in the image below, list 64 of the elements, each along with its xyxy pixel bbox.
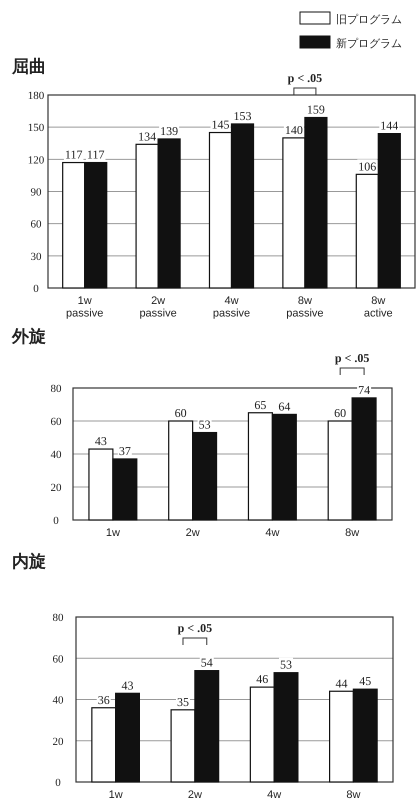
chart-title: 内旋 [12,552,46,571]
legend-label: 旧プログラム [336,13,402,26]
x-tick-label: 1w passive [66,295,104,320]
x-tick-label: 8w [345,527,360,539]
x-tick-label: 2w [186,527,200,539]
data-label: 36 [98,692,110,707]
text: p < .05 [288,71,322,85]
text: p < .05 [334,351,370,365]
y-tick-label: 60 [50,416,62,428]
data-label: 106 [358,159,376,174]
data-label: 117 [86,148,104,162]
data-label: 53 [280,658,292,672]
chart-title: 屈曲 [11,57,46,76]
x-tick-label: 4w passive [212,295,250,320]
x-tick-label: 8w active [364,295,393,320]
data-label: 153 [234,108,252,123]
data-label: 65 [254,398,266,412]
x-tick-label: 4w [265,527,280,539]
data-label: 117 [64,148,82,162]
x-tick-label: 1w [108,789,123,801]
x-tick-label: 2w [188,789,202,801]
x-tick-label: 8w [346,789,360,801]
data-label: 134 [138,129,156,144]
y-tick-label: 40 [52,694,64,706]
data-label: 43 [94,434,107,448]
x-tick-label: 4w [267,789,282,801]
data-label: 159 [306,102,325,117]
data-label: 145 [211,118,230,132]
data-label: 64 [278,399,290,414]
y-tick-label: 40 [50,449,62,461]
y-tick-label: 20 [52,736,64,748]
x-tick-label: 2w passive [139,295,177,320]
y-tick-label: 60 [52,653,64,666]
y-tick-label: 80 [52,612,64,624]
data-label: 53 [198,418,211,432]
chart-title: 外旋 [11,327,46,346]
y-tick-label: 0 [33,283,40,295]
y-tick-label: 20 [50,482,62,494]
y-tick-label: 120 [28,154,45,166]
data-label: 35 [176,694,189,709]
data-label: 139 [160,124,178,138]
data-label: 45 [359,674,372,688]
annotation: p < .05 [178,621,212,635]
data-label: 144 [380,118,398,133]
y-tick-label: 180 [28,90,45,102]
y-tick-label: 150 [28,122,45,134]
y-tick-label: 0 [55,777,62,789]
data-label: 37 [118,444,131,458]
data-label: 46 [256,672,268,686]
data-label: 43 [122,678,134,692]
data-label: 54 [200,656,213,670]
y-tick-label: 30 [30,250,42,263]
x-tick-label: 8w passive [286,295,324,320]
data-label: 74 [358,382,370,397]
y-tick-label: 90 [30,186,42,198]
y-tick-label: 0 [53,515,60,527]
data-label: 44 [335,676,348,690]
legend-label: 新プログラム [336,37,402,50]
x-tick-label: 1w [106,527,120,539]
data-label: 60 [174,406,187,420]
data-label: 140 [284,122,303,137]
y-tick-label: 80 [50,383,62,395]
data-label: 60 [334,406,346,420]
y-tick-label: 60 [30,218,42,231]
